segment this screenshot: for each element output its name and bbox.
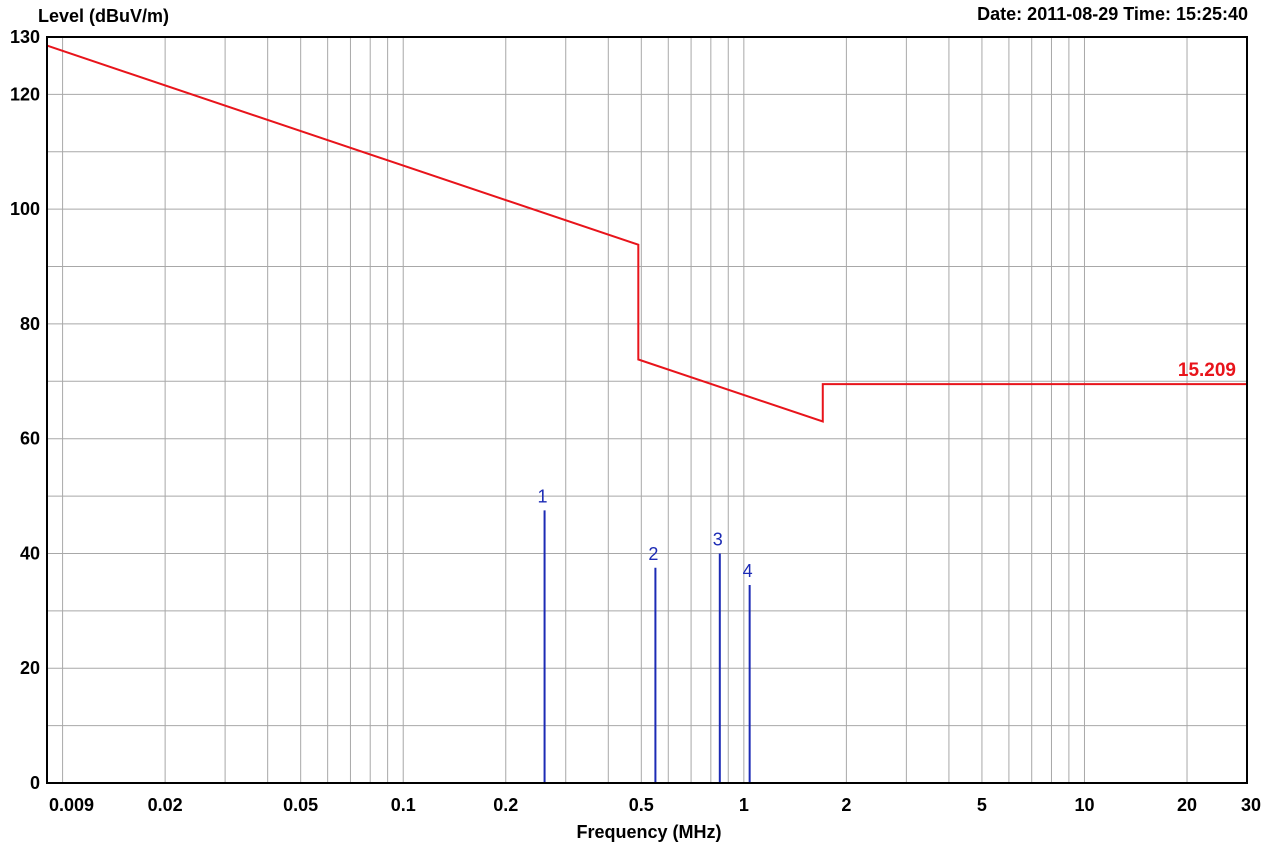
y-axis-title: Level (dBuV/m): [38, 6, 170, 26]
y-tick-label: 0: [30, 773, 40, 793]
marker-label: 1: [538, 486, 548, 506]
y-tick-label: 100: [10, 199, 40, 219]
y-tick-label: 60: [20, 429, 40, 449]
y-tick-label: 80: [20, 314, 40, 334]
x-tick-label: 20: [1177, 795, 1197, 815]
x-tick-label: 0.02: [148, 795, 183, 815]
marker-label: 3: [713, 529, 723, 549]
date-time-stamp: Date: 2011-08-29 Time: 15:25:40: [977, 4, 1248, 24]
limit-line-label: 15.209: [1178, 360, 1236, 381]
x-tick-label: 5: [977, 795, 987, 815]
x-tick-label: 2: [841, 795, 851, 815]
x-tick-label: 1: [739, 795, 749, 815]
x-tick-label: 0.05: [283, 795, 318, 815]
x-tick-label: 10: [1074, 795, 1094, 815]
x-tick-label: 0.2: [493, 795, 518, 815]
x-tick-label: 0.1: [391, 795, 416, 815]
x-tick-label: 0.5: [629, 795, 654, 815]
limit-line: [46, 44, 1247, 423]
marker-label: 2: [648, 544, 658, 564]
y-tick-label: 40: [20, 543, 40, 563]
marker-label: 4: [743, 561, 753, 581]
x-tick-label: 0.009: [49, 795, 94, 815]
y-tick-label: 20: [20, 658, 40, 678]
y-tick-label: 120: [10, 84, 40, 104]
x-axis-title: Frequency (MHz): [576, 822, 721, 842]
x-tick-label: 30: [1241, 795, 1261, 815]
y-tick-label: 130: [10, 27, 40, 47]
plot-frame: [46, 36, 1248, 784]
